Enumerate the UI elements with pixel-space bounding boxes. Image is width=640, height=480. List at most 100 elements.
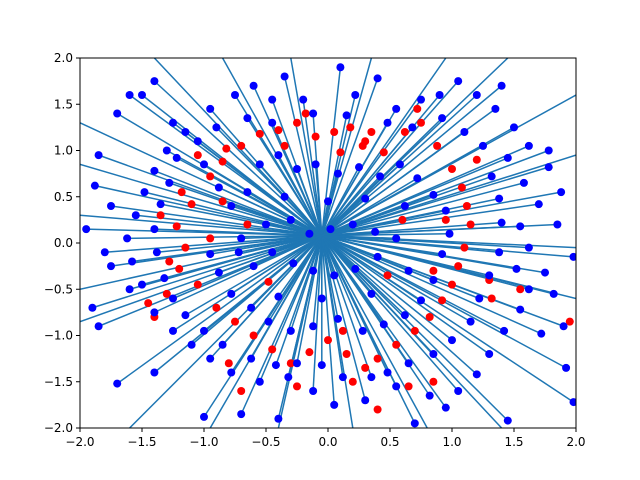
connector-line (154, 228, 322, 237)
predicted-point (342, 111, 351, 120)
predicted-point (309, 387, 318, 395)
observed-point (448, 280, 456, 289)
predicted-point (172, 153, 181, 162)
predicted-point (417, 95, 425, 104)
predicted-point (534, 200, 543, 209)
connector-line (321, 234, 490, 355)
y-tick-label: 0.5 (54, 190, 73, 204)
observed-point (177, 188, 186, 197)
predicted-point (383, 118, 392, 127)
predicted-point (413, 174, 422, 183)
predicted-point (338, 373, 347, 382)
x-tick-label: 0.5 (380, 435, 399, 449)
predicted-point (516, 222, 525, 231)
observed-point (280, 141, 289, 150)
predicted-point (138, 91, 146, 99)
predicted-point (441, 403, 450, 412)
observed-point (286, 359, 295, 368)
predicted-point (544, 146, 553, 155)
predicted-point (218, 340, 227, 349)
predicted-point (107, 262, 115, 271)
y-tick-label: −2.0 (44, 421, 73, 435)
predicted-point (82, 225, 91, 234)
predicted-point (479, 141, 487, 150)
observed-point (516, 285, 525, 294)
connector-line (275, 235, 323, 366)
connector-line (312, 235, 323, 327)
connector-line (321, 235, 335, 405)
predicted-point (227, 289, 236, 298)
predicted-point (150, 308, 159, 317)
predicted-point (373, 252, 382, 261)
predicted-point (227, 202, 236, 210)
predicted-point (227, 368, 236, 377)
predicted-point (367, 289, 376, 298)
predicted-point (559, 322, 568, 331)
connector-line (321, 203, 539, 237)
predicted-point (475, 294, 484, 303)
connector-line (321, 94, 576, 237)
observed-point (400, 128, 409, 136)
predicted-point (392, 382, 401, 391)
observed-point (342, 350, 351, 358)
y-tick-label: 1.0 (54, 144, 73, 158)
predicted-point (150, 225, 159, 234)
predicted-point (231, 91, 239, 99)
predicted-point (348, 220, 357, 229)
predicted-point (557, 188, 566, 197)
observed-point (466, 220, 475, 229)
predicted-point (165, 178, 174, 187)
connector-line (321, 235, 389, 373)
predicted-point (131, 211, 140, 220)
observed-point (472, 155, 481, 164)
x-tick-label: 1.5 (504, 435, 523, 449)
predicted-point (500, 326, 509, 335)
predicted-point (503, 416, 512, 425)
connector-line (321, 234, 471, 323)
observed-point (448, 165, 456, 173)
observed-point (379, 148, 388, 157)
observed-point (433, 141, 442, 150)
predicted-point (495, 194, 504, 203)
predicted-point (237, 234, 246, 243)
predicted-point (289, 259, 298, 268)
predicted-point (400, 311, 409, 320)
predicted-point (311, 160, 320, 169)
predicted-point (268, 248, 277, 257)
connector-line (80, 163, 323, 237)
observed-point (441, 215, 450, 224)
x-tick-label: −1.0 (189, 435, 218, 449)
predicted-point (336, 63, 345, 72)
observed-point (243, 220, 252, 229)
predicted-point (466, 317, 475, 326)
predicted-point (309, 266, 318, 275)
connector-line (135, 214, 322, 237)
predicted-point (162, 146, 171, 155)
predicted-point (262, 220, 270, 229)
connector-line (94, 184, 322, 237)
connector-line (321, 115, 348, 236)
observed-point (293, 118, 301, 127)
predicted-point (355, 163, 363, 172)
observed-point (224, 359, 233, 368)
connector-line (169, 182, 323, 237)
predicted-point (243, 114, 252, 123)
predicted-point (280, 192, 289, 201)
connector-lines (80, 58, 576, 428)
connector-line (321, 235, 366, 401)
connector-line (321, 58, 373, 236)
connector-line (321, 235, 354, 428)
predicted-point (200, 326, 208, 335)
y-tick-label: −1.5 (44, 375, 73, 389)
predicted-point (569, 252, 576, 261)
observed-point (264, 277, 273, 286)
predicted-point (367, 373, 376, 382)
connector-line (80, 234, 323, 323)
connector-line (185, 234, 323, 316)
predicted-point (107, 202, 115, 210)
connector-line (321, 58, 509, 237)
predicted-point (497, 218, 506, 227)
predicted-point (187, 340, 196, 349)
connector-line (222, 235, 323, 346)
observed-point (425, 313, 434, 321)
